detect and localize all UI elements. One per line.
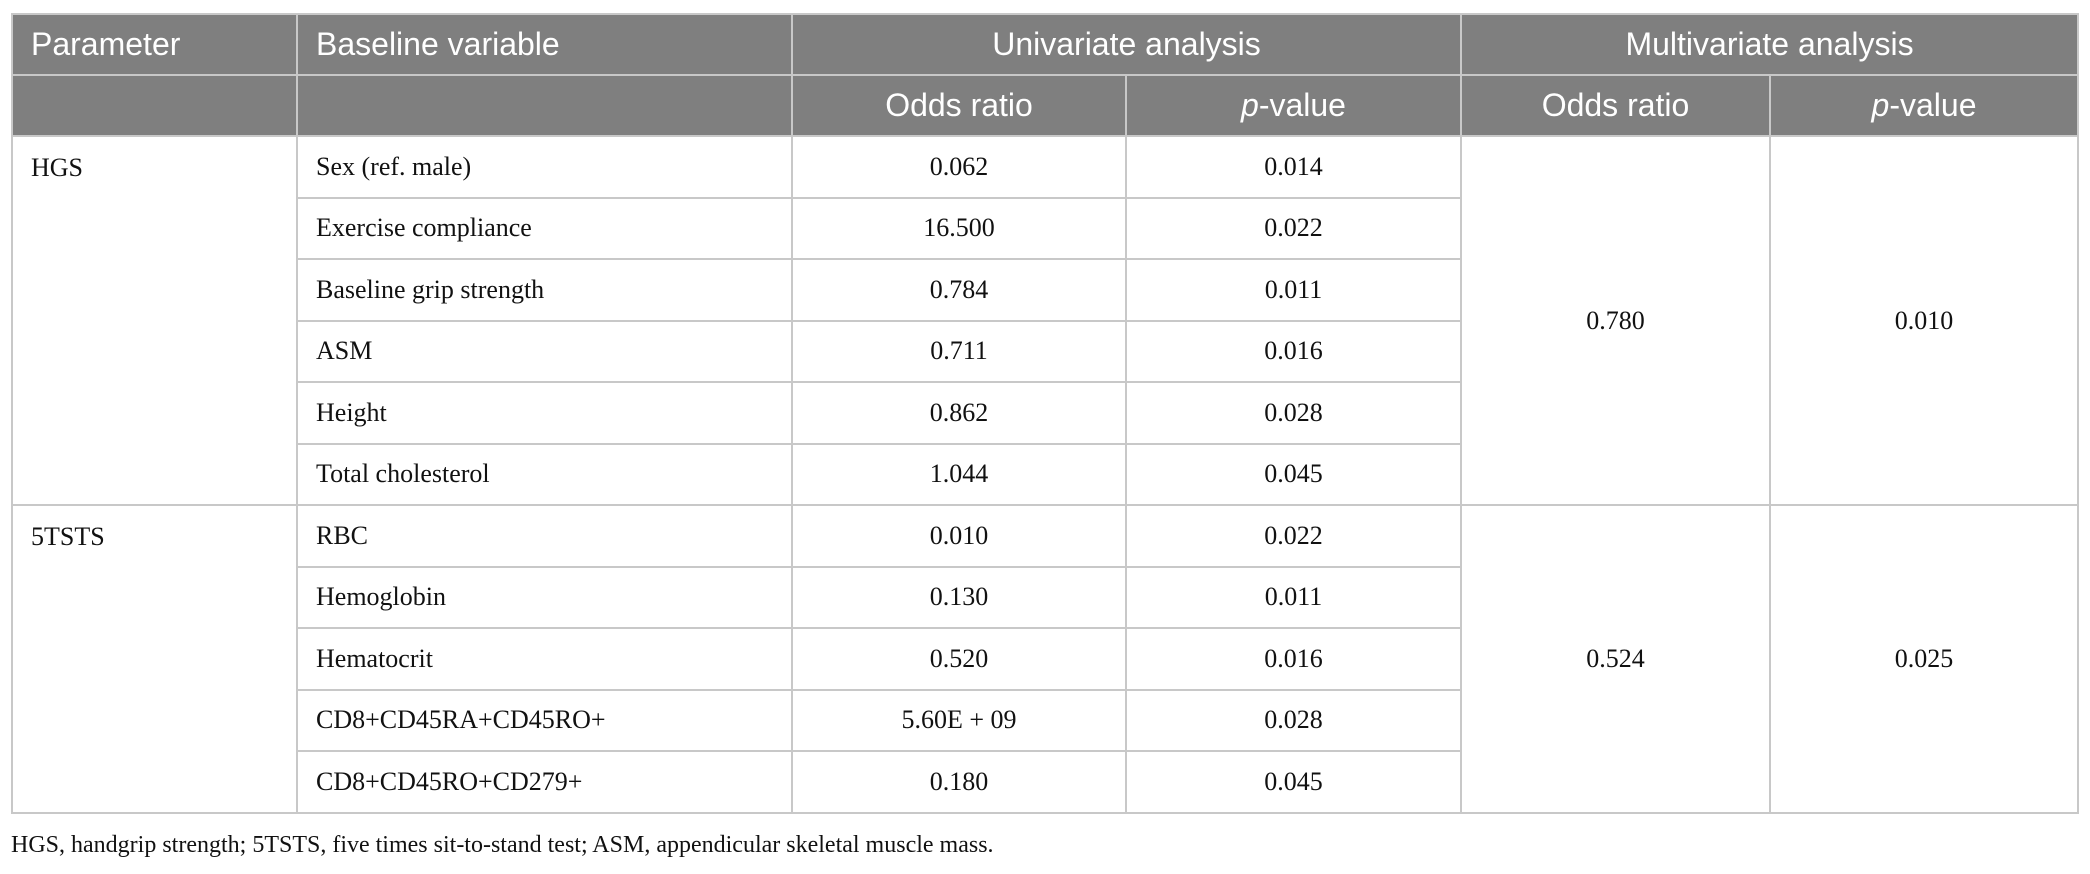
header-cell: Odds ratio xyxy=(791,74,1127,137)
header-cell: Baseline variable xyxy=(296,13,793,76)
table-cell: 0.524 xyxy=(1460,504,1771,814)
table-cell: HGS xyxy=(11,135,298,506)
table-cell: 0.028 xyxy=(1125,381,1462,445)
table-cell: 0.045 xyxy=(1125,442,1462,506)
table-cell: 0.711 xyxy=(791,319,1127,383)
table-cell: Hemoglobin xyxy=(296,565,793,629)
table-row: 5TSTS RBC 0.010 0.022 0.524 0.025 xyxy=(11,504,2080,814)
header-cell: p-value xyxy=(1768,74,2080,137)
table-cell: 0.180 xyxy=(791,750,1127,814)
header-cell: Multivariate analysis xyxy=(1459,13,2080,76)
table-cell: 0.014 xyxy=(1125,135,1462,199)
results-table: Parameter Baseline variable Univariate a… xyxy=(11,13,2080,814)
table-cell: ASM xyxy=(296,319,793,383)
table-cell: CD8+CD45RA+CD45RO+ xyxy=(296,688,793,752)
table-cell: Height xyxy=(296,381,793,445)
table-cell: CD8+CD45RO+CD279+ xyxy=(296,750,793,814)
table-cell: 0.022 xyxy=(1125,504,1462,568)
table-cell: 0.045 xyxy=(1125,750,1462,814)
table-cell: 0.022 xyxy=(1125,196,1462,260)
table-cell: 1.044 xyxy=(791,442,1127,506)
table-row: ASM 0.711 0.016 xyxy=(12,319,2078,383)
table-cell: 0.862 xyxy=(791,381,1127,445)
table-cell: 5TSTS xyxy=(11,504,298,814)
table-cell: 0.010 xyxy=(1768,135,2080,506)
header-cell: Odds ratio xyxy=(1460,74,1771,137)
table-cell: 0.010 xyxy=(791,504,1127,568)
table-row: Hemoglobin 0.130 0.011 xyxy=(12,565,2078,629)
table-row: Baseline grip strength 0.784 0.011 xyxy=(12,258,2078,322)
table-cell: Baseline grip strength xyxy=(296,258,793,322)
table-row: Hematocrit 0.520 0.016 xyxy=(12,627,2078,691)
table-cell: Exercise compliance xyxy=(296,196,793,260)
header-cell: Parameter xyxy=(11,13,298,76)
table-cell: 0.025 xyxy=(1768,504,2080,814)
table-cell: 0.011 xyxy=(1125,565,1462,629)
table-cell: 0.011 xyxy=(1125,258,1462,322)
table-cell: 16.500 xyxy=(791,196,1127,260)
table-cell: 5.60E + 09 xyxy=(791,688,1127,752)
table-cell: 0.016 xyxy=(1125,627,1462,691)
table-cell: Hematocrit xyxy=(296,627,793,691)
header-cell: p-value xyxy=(1125,74,1462,137)
footnote: HGS, handgrip strength; 5TSTS, five time… xyxy=(11,832,994,858)
table-cell: Total cholesterol xyxy=(296,442,793,506)
table-row: Total cholesterol 1.044 0.045 xyxy=(12,442,2078,506)
table-cell: 0.062 xyxy=(791,135,1127,199)
table-cell: 0.520 xyxy=(791,627,1127,691)
table-row: CD8+CD45RO+CD279+ 0.180 0.045 xyxy=(12,750,2078,814)
table-row: Exercise compliance 16.500 0.022 xyxy=(12,196,2078,260)
table-row: Height 0.862 0.028 xyxy=(12,381,2078,445)
table-cell: 0.028 xyxy=(1125,688,1462,752)
table-body: HGS Sex (ref. male) 0.062 0.014 0.780 0.010 Ex… xyxy=(11,135,2080,814)
table-cell: RBC xyxy=(296,504,793,568)
table-cell: 0.016 xyxy=(1125,319,1462,383)
table-cell: 0.130 xyxy=(791,565,1127,629)
table-row: CD8+CD45RA+CD45RO+ 5.60E + 09 0.028 xyxy=(12,688,2078,752)
header-cell xyxy=(296,74,793,137)
table-cell: 0.780 xyxy=(1460,135,1771,506)
table-cell: Sex (ref. male) xyxy=(296,135,793,199)
table-cell: 0.784 xyxy=(791,258,1127,322)
table-row: HGS Sex (ref. male) 0.062 0.014 0.780 0.010 xyxy=(11,135,2080,506)
header-cell xyxy=(11,74,298,137)
header-cell: Univariate analysis xyxy=(791,13,1462,76)
